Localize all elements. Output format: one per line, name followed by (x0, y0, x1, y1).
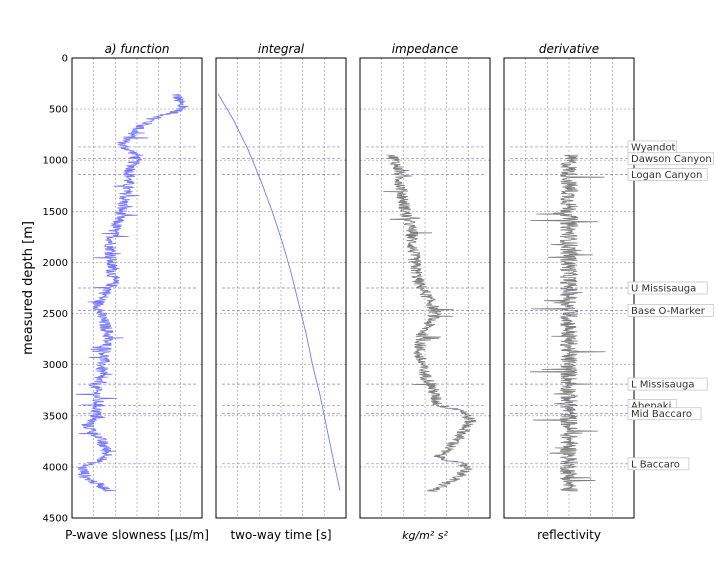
formation-top-label-box (627, 407, 702, 421)
y-tick-label: 2000 (43, 258, 68, 269)
y-tick-label: 4500 (43, 514, 68, 525)
formation-top-label: Mid Baccaro (631, 409, 692, 420)
series-curve-integral (217, 93, 341, 491)
formation-top-label-box (627, 377, 708, 391)
panel-title: a) function (105, 42, 170, 56)
formation-top-label-box (627, 457, 690, 471)
y-tick-label: 3500 (43, 411, 68, 422)
panel-frame (359, 57, 491, 519)
panel-x-label: kg/m² s² (402, 529, 448, 542)
panel-2 (215, 57, 347, 519)
y-tick-label: 3000 (43, 360, 68, 371)
y-tick-label: 4000 (43, 462, 68, 473)
y-axis-label: measured depth [m] (21, 221, 36, 355)
formation-top-label-box (627, 281, 708, 295)
formation-top-label: Abenaki (631, 401, 671, 412)
formation-top-label-box (627, 168, 708, 181)
panel-x-label: reflectivity (537, 528, 601, 542)
series-curve-function (75, 93, 189, 492)
y-tick-label: 2500 (43, 309, 68, 320)
formation-top-label: U Missisauga (631, 284, 696, 295)
panel-1 (71, 57, 203, 519)
y-tick-label: 1000 (43, 156, 68, 167)
panel-title: integral (258, 42, 305, 56)
formation-top-label: Dawson Canyon (631, 154, 712, 165)
formation-top-label: L Missisauga (631, 380, 695, 391)
formation-top-label-box (627, 304, 714, 317)
y-tick-label: 0 (62, 54, 68, 65)
panel-4 (503, 57, 635, 519)
y-tick-label: 500 (49, 105, 68, 116)
panel-frame (71, 57, 203, 519)
formation-top-label: Wyandot (631, 142, 676, 153)
formation-top-label: Base O-Marker (631, 306, 706, 317)
series-curve-impedance (383, 154, 477, 492)
panel-x-label: P-wave slowness [μs/m] (65, 528, 209, 542)
formation-top-label: Logan Canyon (631, 170, 702, 181)
panel-title: derivative (539, 42, 599, 56)
panel-3 (359, 57, 491, 519)
formation-top-label-box (627, 152, 714, 166)
panel-x-label: two-way time [s] (230, 528, 331, 542)
panel-frame (215, 57, 347, 519)
panel-title: impedance (392, 42, 459, 56)
y-tick-label: 1500 (43, 207, 68, 218)
formation-top-label: L Baccaro (631, 459, 680, 470)
series-curve-derivative (529, 154, 606, 492)
